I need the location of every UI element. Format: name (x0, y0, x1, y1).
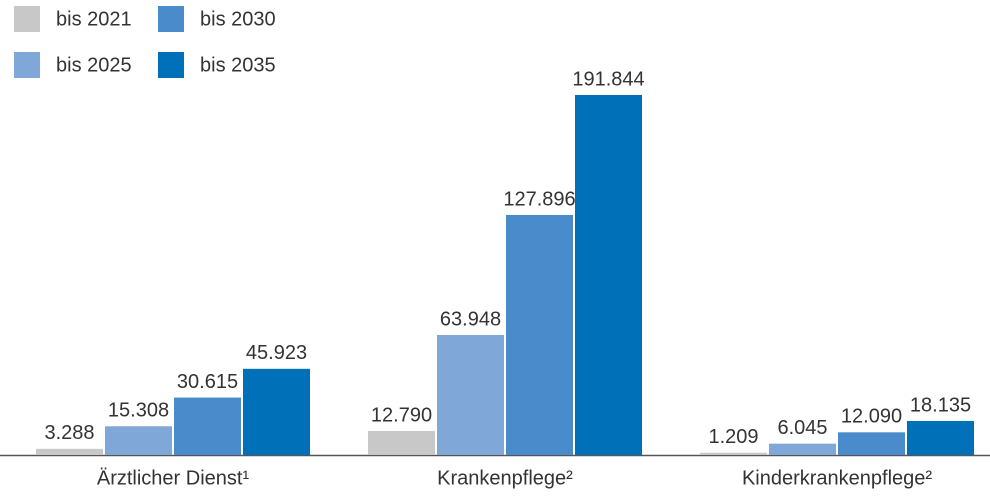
value-label: 12.790 (371, 404, 432, 426)
value-label: 30.615 (177, 371, 238, 393)
value-label: 1.209 (708, 426, 758, 448)
value-label: 12.090 (841, 406, 902, 428)
bar (174, 397, 241, 455)
legend-swatch (14, 6, 40, 32)
bar (36, 448, 103, 455)
legend-label: bis 2025 (56, 54, 132, 76)
bar (700, 452, 767, 455)
bar (575, 95, 642, 455)
value-label: 127.896 (503, 188, 575, 210)
value-label: 15.308 (108, 400, 169, 422)
bar (437, 335, 504, 455)
x-tick-label: Kinderkrankenpflege² (742, 467, 932, 489)
bar (105, 426, 172, 455)
bar (838, 432, 905, 455)
legend-swatch (158, 52, 184, 78)
value-label: 6.045 (777, 417, 827, 439)
value-label: 45.923 (246, 342, 307, 364)
value-label: 191.844 (572, 68, 644, 90)
bar (368, 430, 435, 455)
legend-swatch (158, 6, 184, 32)
legend-swatch (14, 52, 40, 78)
bar (506, 215, 573, 455)
value-label: 18.135 (910, 394, 971, 416)
x-tick-label: Krankenpflege² (437, 467, 573, 489)
bar (243, 368, 310, 455)
value-label: 63.948 (440, 308, 501, 330)
bar (769, 443, 836, 455)
value-label: 3.288 (44, 422, 94, 444)
bar (907, 420, 974, 455)
x-tick-label: Ärztlicher Dienst¹ (97, 467, 250, 489)
legend-label: bis 2021 (56, 8, 132, 30)
legend-label: bis 2035 (200, 54, 276, 76)
legend-label: bis 2030 (200, 8, 276, 30)
